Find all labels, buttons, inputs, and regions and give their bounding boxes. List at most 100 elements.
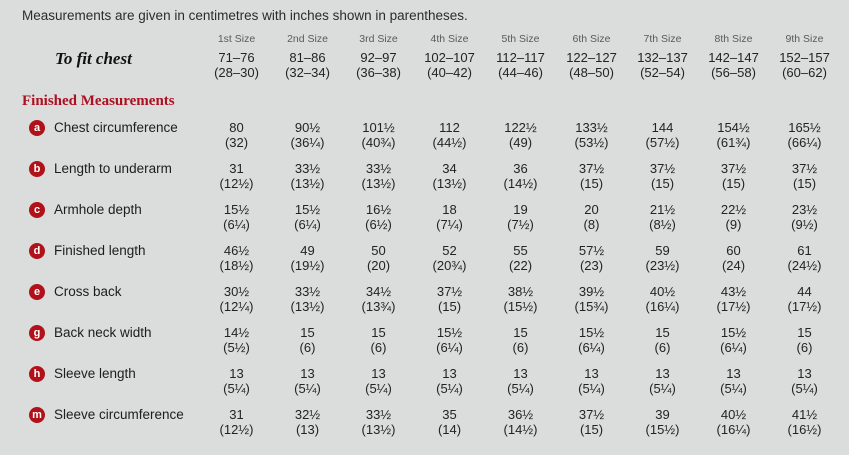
- measurement-value-cm: 34: [442, 161, 457, 176]
- measurement-value-cm: 40½: [649, 284, 676, 299]
- measurement-value-cm: 19: [513, 202, 528, 217]
- measurement-value-cm: 15: [300, 325, 315, 340]
- measurement-value-in: (66¼): [787, 135, 822, 150]
- measurement-value: 15 (6): [272, 325, 343, 355]
- measurement-row: b Length to underarm 31 (12½) 33½ (13½) 33½ (13…: [0, 161, 849, 191]
- measurement-row: e Cross back 30½ (12¼) 33½ (13½) 34½ (13¾) 37½ (1…: [0, 284, 849, 314]
- measurement-value-in: (19½): [290, 258, 325, 273]
- measurement-value-in: (13½): [290, 176, 325, 191]
- measurement-value: 21½ (8½): [627, 202, 698, 232]
- measurement-value-cm: 13: [371, 366, 386, 381]
- measurement-value-cm: 90½: [294, 120, 321, 135]
- size-column-header: 3rd Size: [359, 33, 398, 45]
- measurement-value: 13 (5¼): [201, 366, 272, 396]
- measurement-value-in: (24½): [787, 258, 822, 273]
- to-fit-chest-value-cm: 122–127: [566, 50, 617, 65]
- size-column-header: 1st Size: [217, 33, 256, 45]
- measurement-value: 15 (6): [627, 325, 698, 355]
- measurement-value-in: (15): [721, 176, 746, 191]
- measurement-value-in: (5¼): [223, 381, 250, 396]
- measurement-value-cm: 13: [584, 366, 599, 381]
- measurement-value-in: (6): [370, 340, 387, 355]
- to-fit-chest-value: 152–157 (60–62): [769, 50, 840, 80]
- measurement-value-in: (14½): [503, 422, 538, 437]
- measurement-value: 31 (12½): [201, 407, 272, 437]
- measurement-value-cm: 154½: [717, 120, 750, 135]
- measurement-value-in: (14): [437, 422, 462, 437]
- size-column-header: 9th Size: [785, 33, 824, 45]
- measurement-value-cm: 15½: [720, 325, 747, 340]
- measurement-label: Sleeve circumference: [54, 407, 184, 422]
- measurement-value-in: (16½): [787, 422, 822, 437]
- measurement-value-cm: 49: [300, 243, 315, 258]
- measurement-value: 33½ (13½): [343, 407, 414, 437]
- measurement-value-cm: 13: [655, 366, 670, 381]
- measurement-value-cm: 15½: [223, 202, 250, 217]
- measurement-row: d Finished length 46½ (18½) 49 (19½) 50 (20) 52(…: [0, 243, 849, 273]
- measurement-value-in: (40¾): [361, 135, 396, 150]
- measurement-value: 37½ (15): [556, 161, 627, 191]
- measurement-value: 40½ (16¼): [698, 407, 769, 437]
- to-fit-chest-value-in: (28–30): [214, 65, 259, 80]
- measurement-value: 112 (44½): [414, 120, 485, 150]
- measurement-value-cm: 50: [371, 243, 386, 258]
- measurement-value-in: (12¼): [219, 299, 254, 314]
- measurement-value-cm: 55: [513, 243, 528, 258]
- measurement-value: 33½ (13½): [272, 161, 343, 191]
- measurement-value-cm: 43½: [720, 284, 747, 299]
- measurement-value-cm: 13: [442, 366, 457, 381]
- measurement-value-cm: 37½: [720, 161, 747, 176]
- measurement-value-cm: 33½: [294, 161, 321, 176]
- measurement-value-cm: 37½: [578, 407, 605, 422]
- to-fit-chest-value: 71–76 (28–30): [201, 50, 272, 80]
- measurement-value: 39½ (15¾): [556, 284, 627, 314]
- measurement-value-in: (5½): [223, 340, 250, 355]
- measurement-value-in: (57½): [645, 135, 680, 150]
- measurement-value-in: (15): [579, 422, 604, 437]
- measurement-value: 18 (7¼): [414, 202, 485, 232]
- to-fit-chest-value-in: (32–34): [285, 65, 330, 80]
- measurement-value-in: (7½): [507, 217, 534, 232]
- measurement-value: 14½ (5½): [201, 325, 272, 355]
- measurement-value-in: (5¼): [578, 381, 605, 396]
- measurement-value: 37½ (15): [414, 284, 485, 314]
- measurement-value: 59 (23½): [627, 243, 698, 273]
- to-fit-chest-row: To fit chest 71–76 (28–30) 81–86 (32–34) 92–9…: [0, 50, 849, 81]
- measurement-value-cm: 52: [442, 243, 457, 258]
- measurement-value-cm: 15½: [294, 202, 321, 217]
- measurement-value-cm: 13: [513, 366, 528, 381]
- measurement-row: m Sleeve circumference 31 (12½) 32½ (13) 33½ (1…: [0, 407, 849, 437]
- measurement-value-cm: 40½: [720, 407, 747, 422]
- measurement-value: 35 (14): [414, 407, 485, 437]
- measurement-value-cm: 36½: [507, 407, 534, 422]
- measurement-value-cm: 165½: [788, 120, 821, 135]
- measurement-value-cm: 33½: [365, 161, 392, 176]
- to-fit-chest-value-cm: 132–137: [637, 50, 688, 65]
- measurement-value-cm: 34½: [365, 284, 392, 299]
- measurement-value: 122½ (49): [485, 120, 556, 150]
- measurement-value: 101½ (40¾): [343, 120, 414, 150]
- measurement-value: 15½ (6¼): [272, 202, 343, 232]
- measurement-value-in: (5¼): [365, 381, 392, 396]
- measurement-value-in: (13½): [361, 176, 396, 191]
- measurement-value: 60 (24): [698, 243, 769, 273]
- measurement-value: 38½ (15½): [485, 284, 556, 314]
- measurement-value: 90½ (36¼): [272, 120, 343, 150]
- measurement-value-cm: 60: [726, 243, 741, 258]
- measurement-value: 15 (6): [485, 325, 556, 355]
- measurement-value-cm: 30½: [223, 284, 250, 299]
- measurement-value: 144 (57½): [627, 120, 698, 150]
- measurement-value-in: (13½): [290, 299, 325, 314]
- measurement-value-in: (6¼): [720, 340, 747, 355]
- measurement-value-in: (6): [654, 340, 671, 355]
- measurement-value-cm: 80: [229, 120, 244, 135]
- measurement-value: 23½ (9½): [769, 202, 840, 232]
- measurement-value: 43½ (17½): [698, 284, 769, 314]
- size-column-header: 4th Size: [430, 33, 469, 45]
- measurement-value-in: (5¼): [720, 381, 747, 396]
- size-column-header: 2nd Size: [287, 33, 328, 45]
- badge-c: c: [29, 202, 45, 218]
- measurement-value: 55 (22): [485, 243, 556, 273]
- to-fit-chest-value-cm: 142–147: [708, 50, 759, 65]
- measurement-value-cm: 13: [797, 366, 812, 381]
